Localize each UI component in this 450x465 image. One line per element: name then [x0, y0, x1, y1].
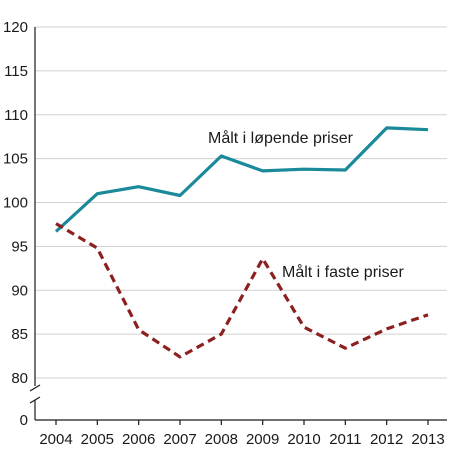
y-tick-labels: 0 80 85 90 95 100 105 110 115 120	[3, 19, 28, 429]
x-tick-labels: 2004 2005 2006 2007 2008 2009 2010 2011 2012 2013	[39, 431, 444, 448]
x-tick-2012: 2012	[370, 431, 403, 448]
x-tick-2008: 2008	[205, 431, 238, 448]
series-label-lopende-priser: Målt i løpende priser	[208, 129, 354, 147]
y-tick-85: 85	[11, 326, 28, 343]
y-tick-105: 105	[3, 151, 28, 168]
x-tick-2010: 2010	[287, 431, 320, 448]
series-line-1	[55, 222, 429, 359]
y-tick-0: 0	[20, 412, 28, 429]
x-tick-2013: 2013	[411, 431, 444, 448]
series-labels: Målt i løpende priser Målt i faste prise…	[208, 129, 404, 281]
x-tick-2007: 2007	[163, 431, 196, 448]
x-tick-2005: 2005	[81, 431, 114, 448]
series-line-0	[54, 126, 429, 233]
y-tick-115: 115	[4, 63, 28, 80]
y-tick-90: 90	[11, 282, 28, 299]
x-tick-2006: 2006	[122, 431, 155, 448]
axis-break-mark-upper	[29, 384, 41, 392]
y-tick-120: 120	[3, 19, 28, 36]
y-tick-80: 80	[11, 370, 28, 387]
y-tick-110: 110	[4, 107, 28, 124]
axis-break-mark-lower	[29, 396, 41, 404]
x-tick-2009: 2009	[246, 431, 279, 448]
axes	[29, 27, 447, 425]
x-tick-2011: 2011	[329, 431, 361, 448]
y-tick-95: 95	[11, 238, 28, 255]
y-tick-100: 100	[3, 195, 28, 212]
series-lines	[54, 126, 429, 359]
grid-lines	[35, 26, 447, 379]
series-label-faste-priser: Målt i faste priser	[282, 263, 404, 281]
x-tick-2004: 2004	[39, 431, 72, 448]
